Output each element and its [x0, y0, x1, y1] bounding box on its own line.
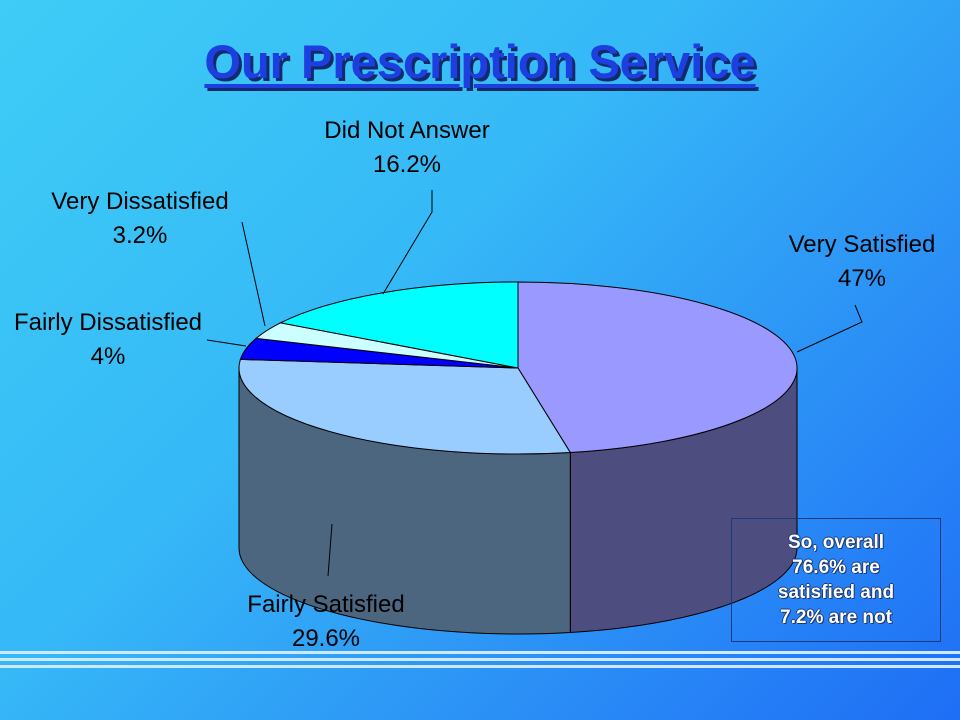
- summary-line: 7.2% are not: [780, 607, 892, 628]
- label-fairly-satisfied-value: 29.6%: [292, 625, 360, 652]
- label-did-not-answer-value: 16.2%: [373, 151, 441, 178]
- label-very-satisfied-name: Very Satisfied: [789, 231, 936, 258]
- summary-box: So, overall 76.6% are satisfied and 7.2%…: [731, 518, 941, 642]
- slice-very-satisfied: [517, 281, 798, 453]
- label-very-dissatisfied-value: 3.2%: [113, 222, 168, 249]
- label-fairly-dissatisfied-name: Fairly Dissatisfied: [14, 309, 202, 336]
- label-very-dissatisfied-name: Very Dissatisfied: [51, 188, 228, 215]
- label-very-satisfied-value: 47%: [838, 265, 886, 292]
- leader-fairly-satisfied: [327, 523, 333, 577]
- slice-fairly-satisfied: [238, 358, 572, 455]
- leader-very-satisfied: [796, 304, 863, 353]
- summary-line: 76.6% are: [792, 557, 880, 578]
- leader-did-not-answer: [382, 190, 433, 295]
- slice-did-not-answer: [279, 281, 519, 369]
- label-did-not-answer-name: Did Not Answer: [324, 117, 489, 144]
- label-fairly-satisfied-name: Fairly Satisfied: [247, 591, 404, 618]
- label-fairly-dissatisfied-value: 4%: [91, 343, 126, 370]
- slide-title: Our Prescription Service: [204, 35, 756, 88]
- summary-line: So, overall: [787, 532, 885, 553]
- leader-fairly-dissatisfied: [206, 339, 247, 347]
- leader-very-dissatisfied: [241, 221, 266, 327]
- summary-line: satisfied and: [777, 582, 895, 603]
- decorative-lines: [0, 648, 960, 674]
